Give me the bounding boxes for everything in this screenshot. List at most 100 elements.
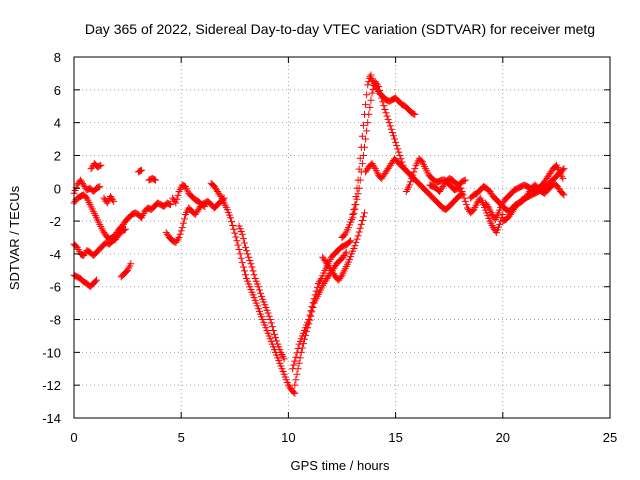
data-point: [352, 238, 360, 246]
y-tick-label: 0: [54, 181, 61, 196]
data-point: [151, 176, 159, 184]
data-point: [242, 243, 250, 251]
data-point: [249, 267, 257, 275]
data-point: [178, 224, 186, 232]
series-arc-24: [482, 161, 567, 223]
series-arc-25: [499, 165, 568, 225]
data-point: [165, 200, 173, 208]
data-point: [363, 127, 371, 135]
data-point: [166, 201, 174, 209]
data-point: [409, 171, 417, 179]
data-point: [272, 334, 280, 342]
data-point: [110, 197, 118, 205]
x-tick-labels: 0 5 10 15 20 25: [70, 430, 617, 445]
data-point: [392, 138, 400, 146]
data-point: [362, 135, 370, 143]
data-point: [370, 163, 378, 171]
data-point: [411, 165, 419, 173]
data-point: [244, 250, 252, 258]
data-point: [95, 183, 103, 191]
data-point: [280, 355, 288, 363]
data-point: [297, 348, 305, 356]
data-point: [307, 312, 315, 320]
data-point: [347, 237, 355, 245]
data-point: [349, 214, 357, 222]
data-point: [389, 132, 397, 140]
data-point: [127, 260, 135, 268]
series-arc-9: [145, 174, 159, 184]
data-point: [136, 167, 144, 175]
data-point: [337, 273, 345, 281]
data-point: [231, 229, 239, 237]
data-marks: [70, 71, 568, 397]
series-arc-7: [117, 260, 135, 281]
data-point: [352, 201, 360, 209]
data-point: [559, 190, 567, 198]
y-tick-label: -2: [49, 214, 61, 229]
data-point: [290, 361, 298, 369]
data-point: [359, 121, 367, 129]
data-point: [242, 271, 250, 279]
data-point: [298, 344, 306, 352]
data-point: [291, 381, 299, 389]
series-arc-15: [291, 248, 350, 389]
data-point: [293, 370, 301, 378]
data-point: [351, 205, 359, 213]
series-arc-5: [87, 160, 105, 173]
data-point: [296, 354, 304, 362]
y-tick-label: -6: [49, 280, 61, 295]
chart-title: Day 365 of 2022, Sidereal Day-to-day VTE…: [85, 21, 595, 37]
data-point: [291, 389, 299, 397]
series-arc-2: [70, 191, 174, 243]
axis-ticks: [73, 56, 611, 419]
data-point: [365, 110, 373, 118]
data-point: [406, 181, 414, 189]
data-point: [560, 165, 568, 173]
data-point: [461, 197, 469, 205]
data-point: [358, 160, 366, 168]
data-point: [362, 101, 370, 109]
data-point: [364, 119, 372, 127]
data-point: [175, 234, 183, 241]
data-point: [460, 177, 468, 185]
data-point: [292, 376, 300, 384]
data-point: [230, 225, 238, 233]
data-point: [173, 195, 181, 203]
data-point: [559, 166, 567, 174]
data-point: [395, 148, 403, 156]
data-point: [177, 227, 185, 235]
data-point: [386, 122, 394, 130]
data-point: [342, 248, 350, 256]
data-point: [560, 191, 568, 199]
x-tick-label: 15: [388, 430, 402, 445]
data-point: [309, 304, 317, 312]
data-point: [353, 235, 361, 243]
data-point: [351, 242, 359, 250]
data-point: [383, 112, 391, 120]
data-point: [236, 250, 244, 258]
x-tick-label: 10: [281, 430, 295, 445]
y-tick-label: 8: [54, 50, 61, 65]
data-point: [97, 161, 105, 169]
x-tick-label: 0: [70, 430, 77, 445]
data-point: [237, 254, 245, 262]
y-axis-label: SDTVAR / TECUs: [7, 185, 22, 290]
data-point: [290, 388, 298, 396]
data-point: [238, 230, 246, 238]
series-arc-17: [338, 71, 375, 241]
series-arc-23: [467, 179, 568, 215]
data-point: [240, 267, 248, 275]
data-point: [391, 135, 399, 143]
data-point: [109, 196, 117, 204]
data-point: [407, 178, 415, 186]
data-point: [397, 155, 405, 163]
series-arc-8: [134, 166, 146, 176]
data-point: [499, 211, 507, 219]
data-point: [246, 256, 254, 264]
y-tick-label: 4: [54, 116, 61, 131]
series-arc-12: [207, 179, 299, 397]
data-point: [459, 191, 467, 199]
data-point: [361, 143, 369, 151]
series-arc-20: [362, 155, 466, 214]
data-point: [305, 320, 313, 328]
